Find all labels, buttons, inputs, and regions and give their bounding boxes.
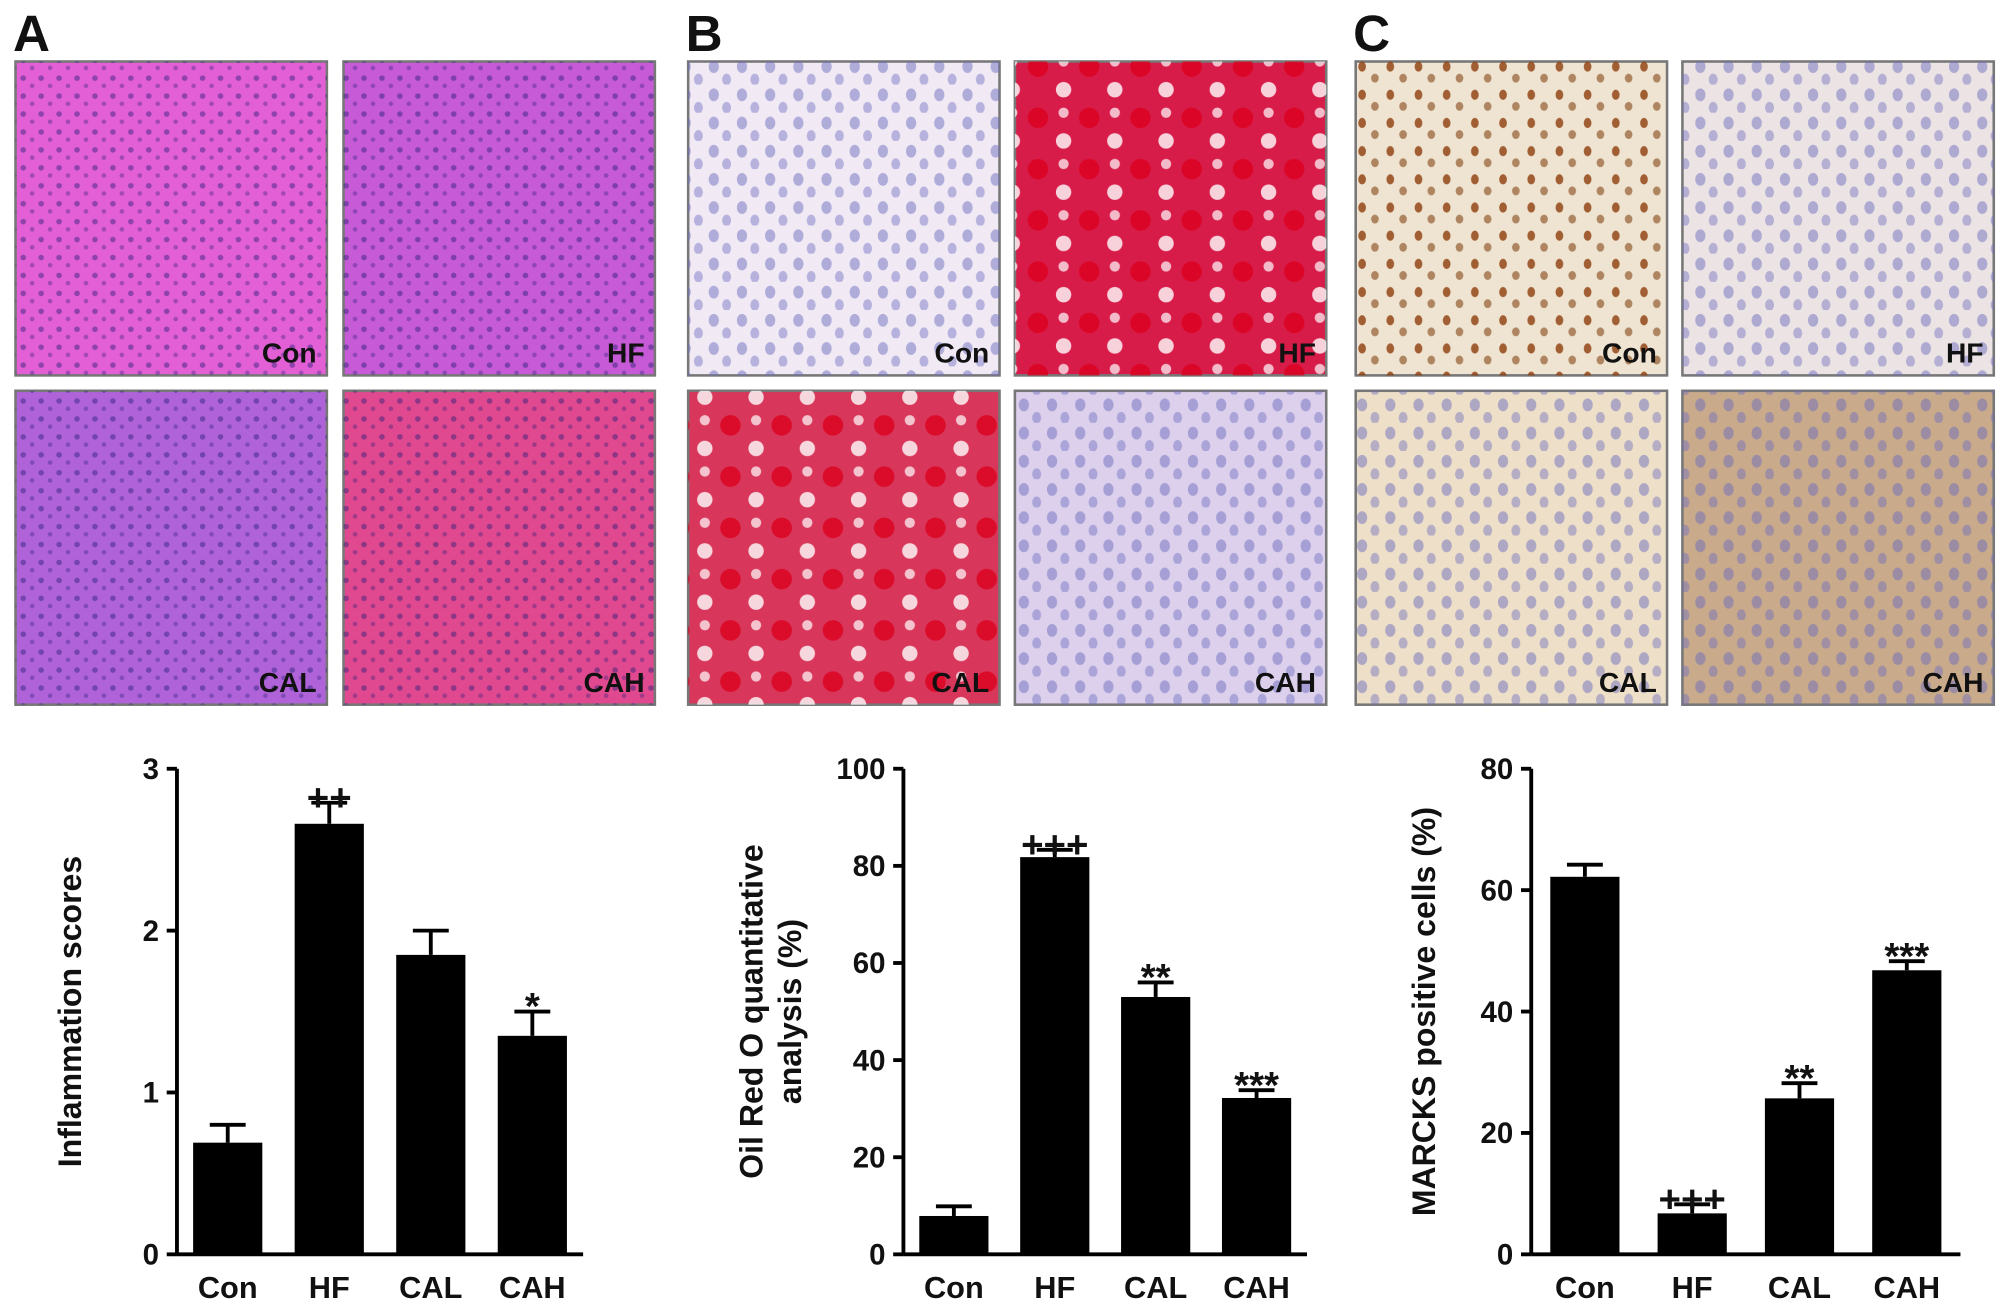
x-tick-label: CAH (1223, 1270, 1290, 1305)
y-tick-label: 40 (1481, 996, 1514, 1029)
bar (1020, 857, 1090, 1255)
image-label: HF (1278, 337, 1316, 369)
image-label: CAH (1255, 666, 1316, 698)
x-tick-label: HF (309, 1270, 350, 1305)
image-label: CAH (584, 666, 645, 698)
bar (1550, 876, 1620, 1255)
y-tick-label: 60 (853, 947, 886, 980)
y-tick-label: 2 (143, 915, 159, 948)
y-tick-label: 20 (1481, 1117, 1514, 1150)
y-tick-label: 40 (853, 1044, 886, 1077)
significance-label: ++ (307, 776, 352, 819)
x-tick-label: Con (924, 1270, 984, 1305)
micrograph-texture (1682, 61, 1994, 376)
micrograph-texture (1014, 390, 1327, 705)
y-tick-label: 60 (1481, 874, 1514, 907)
micrograph-texture (1682, 390, 1994, 705)
image-label: CAL (931, 666, 989, 698)
x-tick-label: CAH (499, 1270, 566, 1305)
bar (193, 1142, 263, 1255)
significance-label: *** (1234, 1064, 1279, 1107)
image-label: HF (607, 337, 645, 369)
y-axis-label: Oil Red O quantitative (733, 844, 769, 1178)
micrograph-texture (1014, 61, 1327, 376)
x-tick-label: Con (1555, 1270, 1615, 1305)
micrograph-texture (15, 61, 327, 376)
panel-label: C (1353, 5, 1390, 62)
significance-label: ** (1785, 1057, 1815, 1100)
x-tick-label: HF (1672, 1270, 1713, 1305)
x-tick-label: Con (198, 1270, 258, 1305)
image-label: CAH (1922, 666, 1983, 698)
micrograph-texture (343, 390, 655, 705)
image-label: HF (1946, 337, 1984, 369)
image-label: Con (262, 337, 317, 369)
image-label: CAL (1599, 666, 1657, 698)
panel-label: B (686, 5, 723, 62)
significance-label: ** (1141, 956, 1171, 999)
bar (1764, 1098, 1835, 1255)
image-label: CAL (259, 666, 317, 698)
x-tick-label: CAL (399, 1270, 462, 1305)
y-axis-label: Inflammation scores (52, 856, 88, 1167)
y-tick-label: 80 (853, 850, 886, 883)
micrograph-texture (688, 390, 1000, 705)
micrograph-texture (1355, 390, 1668, 705)
bar (919, 1215, 989, 1255)
y-tick-label: 0 (143, 1239, 159, 1272)
y-tick-label: 20 (853, 1141, 886, 1174)
y-axis-label: MARCKS positive cells (%) (1406, 807, 1442, 1216)
micrograph-texture (1355, 61, 1668, 376)
y-tick-label: 100 (836, 753, 885, 786)
significance-label: *** (1884, 935, 1929, 978)
y-tick-label: 3 (143, 753, 159, 786)
image-label: Con (1602, 337, 1657, 369)
x-tick-label: CAL (1124, 1270, 1187, 1305)
y-tick-label: 0 (1497, 1239, 1513, 1272)
y-tick-label: 80 (1481, 753, 1514, 786)
significance-label: +++ (1659, 1178, 1726, 1221)
y-axis-label: analysis (%) (772, 919, 808, 1104)
x-tick-label: CAL (1768, 1270, 1831, 1305)
bar (497, 1035, 567, 1255)
micrograph-texture (343, 61, 655, 376)
image-label: Con (934, 337, 989, 369)
x-tick-label: CAH (1873, 1270, 1940, 1305)
micrograph-texture (15, 390, 327, 705)
y-tick-label: 0 (869, 1239, 885, 1272)
bar (396, 954, 466, 1255)
x-tick-label: HF (1034, 1270, 1075, 1305)
bar (1221, 1097, 1292, 1255)
bar (1872, 970, 1942, 1255)
y-tick-label: 1 (143, 1077, 159, 1110)
bar (1121, 996, 1191, 1255)
significance-label: * (525, 985, 540, 1028)
micrograph-texture (688, 61, 1000, 376)
bar (294, 823, 364, 1255)
significance-label: +++ (1021, 824, 1088, 867)
panel-label: A (13, 5, 50, 62)
bar (1657, 1213, 1727, 1255)
